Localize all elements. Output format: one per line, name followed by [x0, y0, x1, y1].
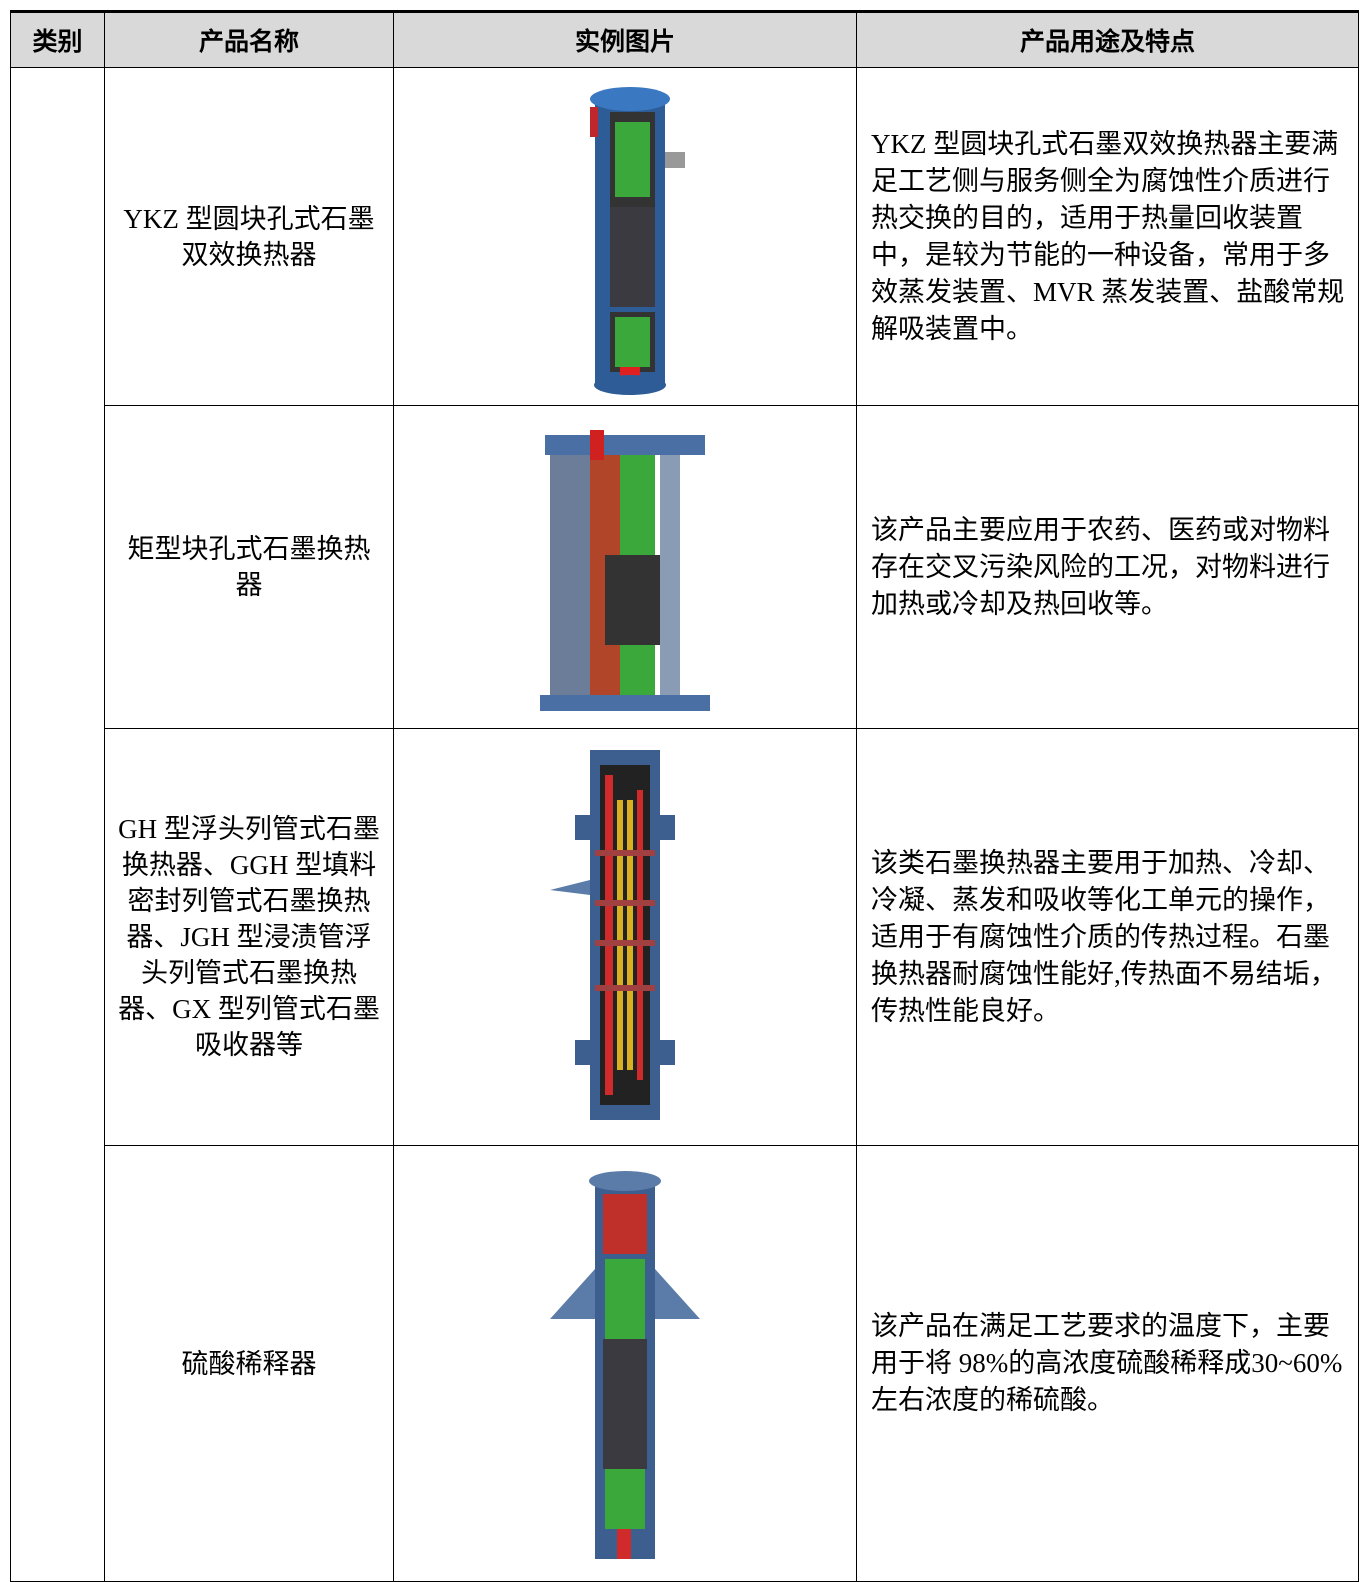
product-description: 该产品主要应用于农药、医药或对物料存在交叉污染风险的工况，对物料进行加热或冷却及… [856, 405, 1359, 729]
row: YKZ 型圆块孔式石墨双效换热器 YKZ 型圆块孔式石墨双效换热器主要满足工艺侧… [10, 67, 1359, 1582]
product-name: YKZ 型圆块孔式石墨双效换热器 [104, 67, 394, 406]
image-cell [393, 728, 857, 1146]
product-name: GH 型浮头列管式石墨换热器、GGH 型填料密封列管式石墨换热器、JGH 型浸渍… [104, 728, 394, 1146]
header-cell: 类别 [10, 10, 105, 68]
header-cell: 产品名称 [104, 10, 394, 68]
product-name: 硫酸稀释器 [104, 1145, 394, 1582]
category-cell [10, 67, 105, 1582]
header-cell: 产品用途及特点 [856, 10, 1359, 68]
image-cell [393, 405, 857, 729]
row: 硫酸稀释器 该产品在满足工艺要求的温度下，主要用于将 98%的高浓度硫酸稀释成3… [11, 1145, 1359, 1582]
product-table: 类别 产品名称 实例图片 产品用途及特点 YKZ 型圆块孔式石墨双效换热器 YK… [10, 10, 1359, 1582]
product-description: 该产品在满足工艺要求的温度下，主要用于将 98%的高浓度硫酸稀释成30~60%左… [856, 1145, 1359, 1582]
product-image [550, 1170, 700, 1559]
product-image [550, 749, 675, 1120]
product-description: 该类石墨换热器主要用于加热、冷却、冷凝、蒸发和吸收等化工单元的操作，适用于有腐蚀… [856, 728, 1359, 1146]
image-cell [393, 1145, 857, 1582]
product-name: 矩型块孔式石墨换热器 [104, 405, 394, 729]
product-description: YKZ 型圆块孔式石墨双效换热器主要满足工艺侧与服务侧全为腐蚀性介质进行热交换的… [856, 67, 1359, 406]
header-cell: 实例图片 [393, 10, 857, 68]
row: GH 型浮头列管式石墨换热器、GGH 型填料密封列管式石墨换热器、JGH 型浸渍… [11, 728, 1359, 1146]
image-cell [393, 67, 857, 406]
row: 矩型块孔式石墨换热器 该产品主要应用于农药、医药或对物料存在交叉污染风险的工况，… [11, 405, 1359, 729]
product-image [540, 429, 710, 711]
product-image [590, 86, 685, 395]
header-row: 类别 产品名称 实例图片 产品用途及特点 [10, 10, 1359, 68]
